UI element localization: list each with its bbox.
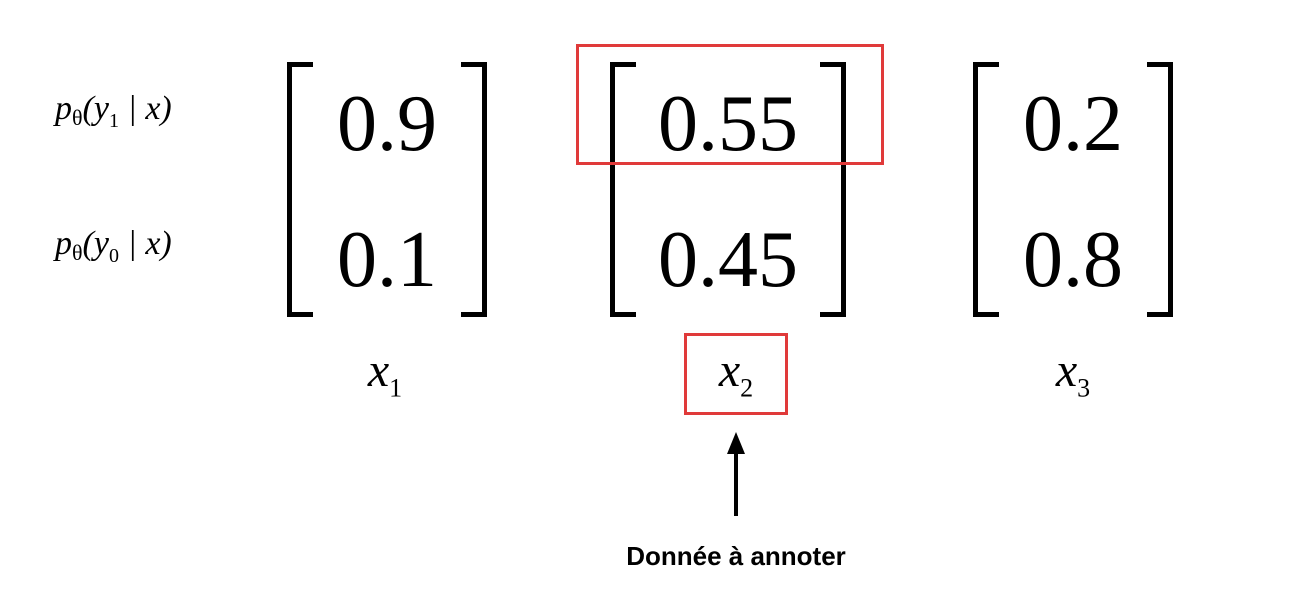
- given-x: | x): [118, 225, 172, 262]
- x-symbol: x: [367, 344, 390, 397]
- theta-subscript: θ: [72, 240, 83, 265]
- x-subscript: 1: [389, 373, 403, 403]
- left-bracket: [973, 62, 999, 317]
- open-paren: (: [82, 225, 94, 262]
- right-bracket: [1147, 62, 1173, 317]
- column-label-x3: x3: [1013, 343, 1133, 404]
- matrix-entry-top: 0.2: [1023, 80, 1123, 168]
- matrix-entry-top: 0.9: [337, 80, 437, 168]
- matrix-entry-bottom: 0.1: [337, 216, 437, 304]
- row-label-y1: pθ(y1 | x): [55, 90, 172, 133]
- highlight-box-entry: [576, 44, 884, 165]
- x-subscript: 3: [1077, 373, 1091, 403]
- matrix-x2: 0.55 0.45: [610, 62, 846, 317]
- theta-subscript: θ: [72, 105, 83, 130]
- matrix-entry-bottom: 0.8: [1023, 216, 1123, 304]
- y1-subscript: 1: [108, 109, 119, 132]
- prob-symbol: p: [55, 90, 72, 127]
- column-label-x1: x1: [325, 343, 445, 404]
- open-paren: (: [82, 90, 94, 127]
- x-symbol: x: [718, 344, 741, 397]
- left-bracket: [287, 62, 313, 317]
- y-symbol: y: [93, 90, 109, 127]
- highlight-box-label: [684, 333, 788, 415]
- arrow-up-icon: [727, 432, 745, 516]
- given-x: | x): [118, 90, 172, 127]
- y-symbol: y: [93, 225, 109, 262]
- right-bracket: [820, 62, 846, 317]
- x-subscript: 2: [740, 373, 754, 403]
- x-symbol: x: [1055, 344, 1078, 397]
- right-bracket: [461, 62, 487, 317]
- matrix-entry-bottom: 0.45: [658, 216, 798, 304]
- caption: Donnée à annoter: [626, 541, 846, 571]
- column-label-x2: x2: [676, 343, 796, 404]
- row-label-y0: pθ(y0 | x): [55, 225, 172, 268]
- matrix-entry-top: 0.55: [658, 80, 798, 168]
- left-bracket: [610, 62, 636, 317]
- matrix-x1: 0.9 0.1: [287, 62, 487, 317]
- y0-subscript: 0: [108, 244, 119, 267]
- prob-symbol: p: [55, 225, 72, 262]
- matrix-x3: 0.2 0.8: [973, 62, 1173, 317]
